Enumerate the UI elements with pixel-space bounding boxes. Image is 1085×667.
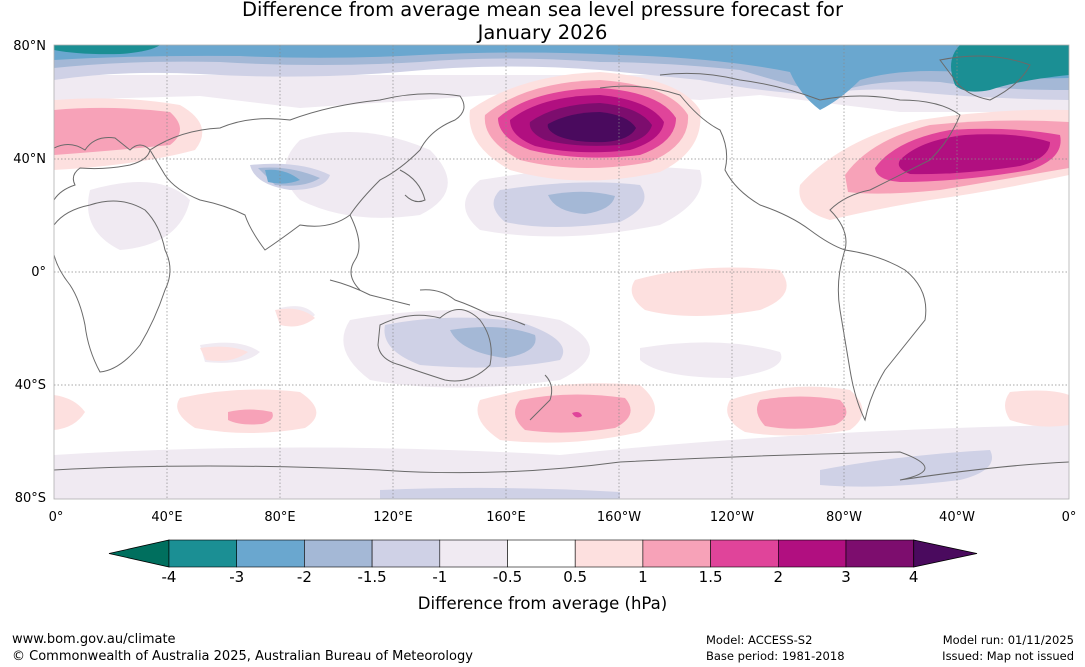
colorbar-tick-label: 1.5 xyxy=(698,568,723,586)
colorbar-segment xyxy=(777,539,847,568)
lat-label-40n: 40°N xyxy=(13,152,46,167)
lon-label-40w: 40°W xyxy=(939,510,975,525)
map-title-line1: Difference from average mean sea level p… xyxy=(242,0,843,21)
colorbar-segment xyxy=(236,539,305,568)
colorbar-segment xyxy=(168,539,237,568)
colorbar-tick-label: 4 xyxy=(908,568,919,586)
colorbar-segment xyxy=(439,539,508,568)
colorbar-tick-label: -1.5 xyxy=(357,568,387,586)
map-title-line2: January 2026 xyxy=(477,21,608,44)
footer-model-run: Model run: 01/11/2025 xyxy=(942,633,1074,647)
colorbar-segment xyxy=(574,539,644,568)
colorbar-segment xyxy=(371,539,441,568)
lon-label-160e: 160°E xyxy=(486,510,526,525)
colorbar-segment xyxy=(642,539,711,568)
lon-label-120w: 120°W xyxy=(709,510,755,525)
footer-run-info: Model run: 01/11/2025 Issued: Map not is… xyxy=(942,632,1074,664)
lat-label-40s: 40°S xyxy=(14,378,46,393)
lon-label-120e: 120°E xyxy=(373,510,413,525)
colorbar-extend-high xyxy=(913,539,978,568)
footer-model-info: Model: ACCESS-S2 Base period: 1981-2018 xyxy=(706,632,845,664)
positive-4-regions xyxy=(547,112,636,143)
negative-2-regions xyxy=(54,45,1069,184)
footer-model: Model: ACCESS-S2 xyxy=(706,633,813,647)
colorbar-segment xyxy=(845,539,914,568)
lat-label-80n: 80°N xyxy=(13,39,46,54)
graticule xyxy=(54,45,1069,499)
lon-label-0: 0° xyxy=(48,510,64,525)
colorbar-segment xyxy=(507,539,576,568)
lon-label-40e: 40°E xyxy=(151,510,183,525)
footer-site-link[interactable]: www.bom.gov.au/climate xyxy=(12,632,176,647)
colorbar-segment xyxy=(710,539,779,568)
lon-label-80w: 80°W xyxy=(826,510,862,525)
colorbar-tick-label: 0.5 xyxy=(563,568,588,586)
colorbar-label: Difference from average (hPa) xyxy=(417,594,668,613)
lon-label-0-east: 0° xyxy=(1061,510,1077,525)
footer-copyright: © Commonwealth of Australia 2025, Austra… xyxy=(12,649,473,664)
lon-label-160w: 160°W xyxy=(596,510,642,525)
map-title: Difference from average mean sea level p… xyxy=(0,0,1085,44)
lon-label-80e: 80°E xyxy=(264,510,296,525)
colorbar-tick-label: 3 xyxy=(841,568,851,586)
colorbar-tick-label: -4 xyxy=(161,568,177,586)
anomaly-field xyxy=(54,45,1069,499)
colorbar-tick-label: -1 xyxy=(432,568,448,586)
colorbar-extend-low xyxy=(108,539,170,568)
colorbar-tick-label: -2 xyxy=(296,568,312,586)
footer-base-period: Base period: 1981-2018 xyxy=(706,649,845,663)
coastlines xyxy=(54,55,1069,481)
colorbar-tick-label: 1 xyxy=(638,568,648,586)
lat-label-0: 0° xyxy=(31,265,46,280)
footer-issued: Issued: Map not issued xyxy=(942,649,1074,663)
negative-3-regions xyxy=(54,45,1069,92)
colorbar-tick-label: -3 xyxy=(229,568,245,586)
colorbar-tick-label: 2 xyxy=(773,568,784,586)
colorbar-tick-label: -0.5 xyxy=(492,568,523,586)
footer-left: www.bom.gov.au/climate © Commonwealth of… xyxy=(12,631,473,665)
lat-label-80s: 80°S xyxy=(14,491,46,506)
colorbar-segment xyxy=(304,539,373,568)
